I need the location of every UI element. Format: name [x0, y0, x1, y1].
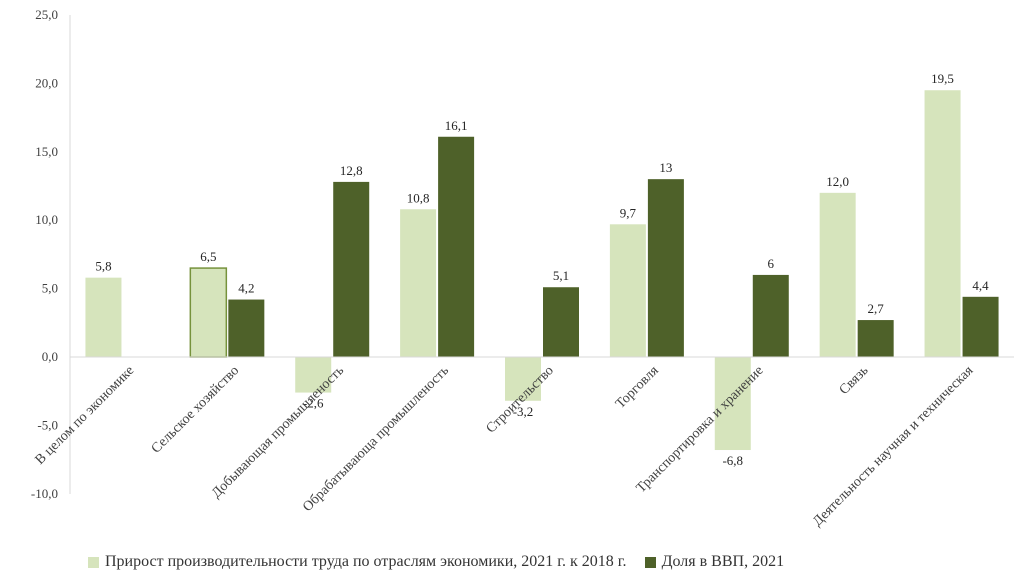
data-label-productivity: -6,8 [722, 453, 743, 468]
y-tick-label: 0,0 [42, 349, 58, 364]
bar-productivity [609, 224, 646, 357]
x-category-label: В целом по экономике [33, 363, 138, 468]
data-label-gdp-share: 6 [768, 256, 775, 271]
data-label-productivity: 5,8 [95, 259, 111, 274]
data-label-gdp-share: 4,2 [238, 281, 254, 296]
x-category-label: Торговля [613, 363, 662, 412]
y-tick-label: 5,0 [42, 281, 58, 296]
data-label-gdp-share: 2,7 [868, 301, 885, 316]
bar-productivity [924, 90, 961, 358]
x-category-label: Сельское хозяйство [149, 363, 242, 456]
bar-productivity [400, 209, 437, 357]
bar-chart: 25,0 20,0 15,0 10,0 5,0 0,0 -5,0 -10,0 5,8 6,5 4,… [31, 7, 1014, 530]
legend: Прирост производительности труда по отра… [88, 553, 802, 571]
y-tick-label: -5,0 [37, 417, 58, 432]
bar-gdp-share [752, 274, 789, 357]
legend-label-gdp-share: Доля в ВВП, 2021 [661, 553, 785, 570]
data-label-productivity: 10,8 [407, 190, 430, 205]
x-category-label: Связь [837, 363, 872, 398]
bar-gdp-share [333, 181, 370, 357]
y-axis: 25,0 20,0 15,0 10,0 5,0 0,0 -5,0 -10,0 [31, 7, 71, 501]
y-tick-label: -10,0 [31, 486, 58, 501]
data-label-gdp-share: 12,8 [340, 163, 363, 178]
x-category-label: Деятельность научная и техническая [810, 363, 977, 530]
bar-productivity [714, 357, 751, 451]
data-label-gdp-share: 4,4 [972, 278, 989, 293]
x-axis-labels: В целом по экономике Сельское хозяйствоДо… [33, 363, 977, 530]
data-label-productivity: 12,0 [826, 174, 849, 189]
bar-gdp-share [857, 320, 894, 357]
y-tick-label: 10,0 [35, 212, 58, 227]
data-labels: 5,8 6,5 4,2 -2,6 12,8 10,8 16,1 -3,2 5,1 9,7 13 -6,… [95, 71, 989, 468]
data-label-gdp-share: 16,1 [445, 118, 468, 133]
bar-productivity [505, 357, 541, 401]
y-tick-label: 25,0 [35, 7, 58, 22]
data-label-productivity: 19,5 [931, 71, 954, 86]
data-label-gdp-share: 5,1 [553, 268, 569, 283]
legend-item-gdp-share: Доля в ВВП, 2021 [644, 553, 785, 571]
bar-gdp-share [438, 136, 475, 357]
data-label-productivity: -3,2 [513, 404, 534, 419]
data-label-productivity: -2,6 [303, 396, 324, 411]
legend-swatch-gdp-share [644, 556, 656, 568]
y-tick-label: 20,0 [35, 75, 58, 90]
bars [85, 90, 999, 451]
y-tick-label: 15,0 [35, 144, 58, 159]
data-label-gdp-share: 13 [659, 160, 672, 175]
legend-swatch-productivity [88, 556, 99, 568]
legend-item-productivity: Прирост производительности труда по отра… [88, 553, 627, 571]
bar-gdp-share [228, 299, 265, 357]
legend-label-productivity: Прирост производительности труда по отра… [105, 553, 627, 570]
data-label-productivity: 9,7 [620, 205, 637, 220]
data-label-productivity: 6,5 [200, 249, 216, 264]
bar-productivity [295, 357, 332, 393]
bar-gdp-share [647, 179, 684, 357]
bar-gdp-share [543, 287, 579, 357]
bar-productivity [189, 267, 228, 358]
bar-productivity [85, 277, 122, 357]
bar-gdp-share [962, 296, 999, 357]
bar-productivity [819, 192, 856, 357]
